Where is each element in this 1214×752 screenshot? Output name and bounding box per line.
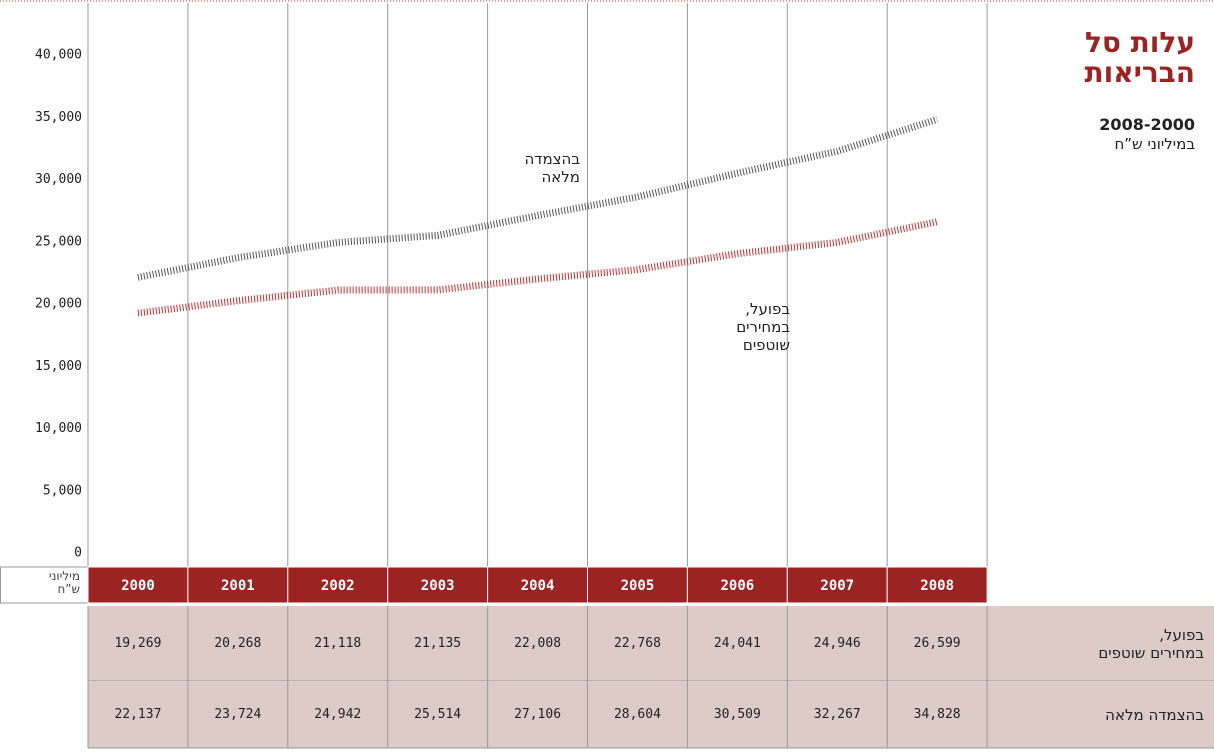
y-tick-label: 10,000 (35, 421, 82, 436)
row-label: בפועל, במחירים שוטפים (1098, 625, 1204, 662)
year-cell (87, 566, 189, 604)
table-value: 26,599 (914, 636, 961, 651)
y-tick-label: 5,000 (43, 483, 82, 498)
year-cell (786, 566, 888, 604)
x-tick-label: 2002 (321, 578, 355, 594)
table-value: 34,828 (914, 707, 961, 722)
y-tick-label: 0 (74, 546, 82, 561)
x-tick-label: 2001 (221, 578, 255, 594)
y-tick-label: 25,000 (35, 234, 82, 249)
y-tick-label: 40,000 (35, 48, 82, 63)
year-cell (886, 566, 988, 604)
x-tick-label: 2007 (820, 578, 854, 594)
y-tick-label: 30,000 (35, 172, 82, 187)
table-value: 21,135 (414, 636, 461, 651)
x-tick-label: 2000 (121, 578, 155, 594)
y-tick-label: 15,000 (35, 359, 82, 374)
table-value: 24,942 (314, 707, 361, 722)
table-value: 27,106 (514, 707, 561, 722)
table-value: 24,946 (814, 636, 861, 651)
year-cell (487, 566, 589, 604)
subtitle: 2008-2000 (1099, 115, 1195, 134)
unit: במיליוני ש”ח (1114, 135, 1195, 153)
series-line (137, 116, 939, 281)
series-annotation: בהצמדה מלאה (524, 150, 580, 186)
table-value: 30,509 (714, 707, 761, 722)
table-value: 20,268 (214, 636, 261, 651)
x-tick-label: 2006 (720, 578, 754, 594)
row-bg (88, 606, 1214, 681)
year-cell (187, 566, 289, 604)
table-value: 23,724 (214, 707, 261, 722)
year-cell (587, 566, 688, 604)
table-value: 25,514 (414, 707, 461, 722)
x-tick-label: 2008 (920, 578, 954, 594)
table-value: 32,267 (814, 707, 861, 722)
series-annotation: בפועל, במחירים שוטפים (736, 300, 790, 354)
table-value: 24,041 (714, 636, 761, 651)
table-value: 21,118 (314, 636, 361, 651)
year-cell (287, 566, 389, 604)
table-value: 28,604 (614, 707, 661, 722)
year-cell (387, 566, 489, 604)
year-cell (686, 566, 788, 604)
row-bg (88, 681, 1214, 748)
series-line (137, 218, 938, 317)
x-tick-label: 2003 (421, 578, 455, 594)
table-value: 22,008 (514, 636, 561, 651)
table-value: 19,269 (114, 636, 161, 651)
x-tick-label: 2005 (621, 578, 655, 594)
x-tick-label: 2004 (521, 578, 555, 594)
y-tick-label: 20,000 (35, 297, 82, 312)
y-label: מיליוני ש”ח (48, 569, 80, 596)
chart-title: עלות סל הבריאות (1084, 26, 1195, 89)
table-value: 22,768 (614, 636, 661, 651)
table-value: 22,137 (114, 707, 161, 722)
y-tick-label: 35,000 (35, 110, 82, 125)
row-label: בהצמדה מלאה (1105, 705, 1204, 724)
